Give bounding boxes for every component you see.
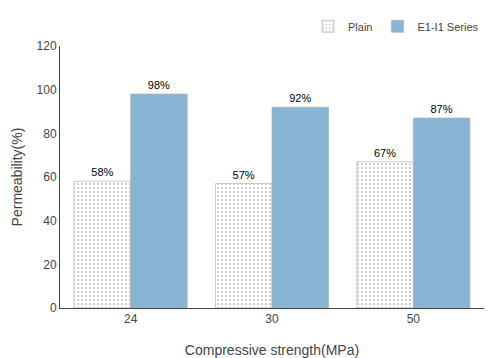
svg-text:98%: 98% [148, 79, 170, 91]
svg-text:120: 120 [37, 39, 57, 53]
svg-text:E1-I1 Series: E1-I1 Series [417, 21, 478, 33]
svg-text:80: 80 [43, 127, 57, 141]
svg-text:24: 24 [124, 312, 138, 326]
svg-text:Permeability(%): Permeability(%) [9, 128, 25, 227]
svg-text:92%: 92% [289, 92, 311, 104]
svg-text:57%: 57% [233, 169, 255, 181]
svg-text:67%: 67% [374, 147, 396, 159]
svg-text:100: 100 [37, 83, 57, 97]
svg-text:30: 30 [265, 312, 279, 326]
svg-text:60: 60 [43, 170, 57, 184]
svg-text:20: 20 [43, 258, 57, 272]
svg-text:Plain: Plain [348, 21, 372, 33]
svg-text:Compressive strength(MPa): Compressive strength(MPa) [185, 342, 359, 358]
svg-text:50: 50 [407, 312, 421, 326]
svg-text:40: 40 [43, 214, 57, 228]
svg-text:58%: 58% [91, 166, 113, 178]
svg-text:87%: 87% [430, 103, 452, 115]
svg-text:0: 0 [50, 301, 57, 315]
